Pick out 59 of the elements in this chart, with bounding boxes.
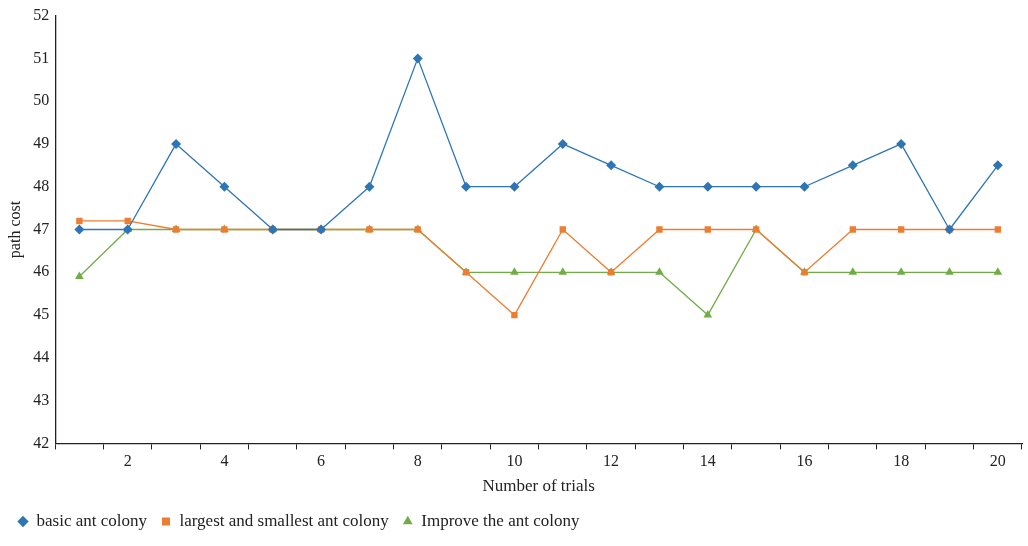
point <box>992 160 1003 171</box>
point <box>848 267 858 275</box>
x-tick-label: 10 <box>506 452 523 470</box>
point <box>945 267 954 275</box>
point <box>171 138 182 149</box>
x-tick-label: 8 <box>413 452 422 470</box>
point <box>993 267 1003 275</box>
x-tick-label: 18 <box>893 452 910 470</box>
point <box>656 226 663 233</box>
point <box>655 267 664 275</box>
y-tick-label: 48 <box>33 176 50 194</box>
point <box>74 224 85 235</box>
point <box>412 53 423 64</box>
x-tick-label: 6 <box>317 452 326 470</box>
y-tick-label: 45 <box>33 305 50 323</box>
point <box>654 181 665 192</box>
point <box>75 271 84 280</box>
x-tick-label: 12 <box>603 452 620 470</box>
y-tick-label: 43 <box>33 390 50 408</box>
y-tick-label: 50 <box>33 91 50 109</box>
point <box>511 311 518 319</box>
point <box>219 181 230 192</box>
y-tick-label: 44 <box>33 348 50 366</box>
y-tick-label: 46 <box>33 262 50 280</box>
x-tick-label: 4 <box>220 452 229 470</box>
point <box>702 181 713 192</box>
point <box>557 138 568 149</box>
point <box>559 226 566 233</box>
point <box>897 226 905 233</box>
point <box>896 267 906 275</box>
point <box>509 181 520 192</box>
point <box>510 267 519 275</box>
y-tick-label: 52 <box>33 5 50 23</box>
legend-label: Improve the ant colony <box>421 510 580 530</box>
legend-label: basic ant colony <box>36 510 148 530</box>
point <box>76 217 83 225</box>
point <box>461 181 472 192</box>
x-tick-label: 14 <box>699 452 716 470</box>
legend-label: largest and smallest ant colony <box>179 510 390 530</box>
y-axis-title: path cost <box>5 200 24 259</box>
x-tick-label: 16 <box>796 452 813 470</box>
y-tick-label: 42 <box>33 433 50 451</box>
point <box>558 267 568 275</box>
y-tick-label: 49 <box>33 134 50 152</box>
point <box>606 160 617 171</box>
x-tick-label: 20 <box>989 452 1006 470</box>
point <box>751 181 762 192</box>
point <box>994 226 1002 233</box>
point <box>364 181 375 192</box>
y-tick-label: 47 <box>33 219 50 237</box>
point <box>849 226 856 233</box>
point <box>799 181 810 192</box>
y-tick-label: 51 <box>33 48 50 66</box>
point <box>896 138 907 149</box>
point <box>704 226 711 233</box>
point <box>703 310 713 318</box>
x-axis-title: Number of trials <box>482 476 595 496</box>
point <box>847 160 858 171</box>
x-tick-label: 2 <box>123 452 132 470</box>
